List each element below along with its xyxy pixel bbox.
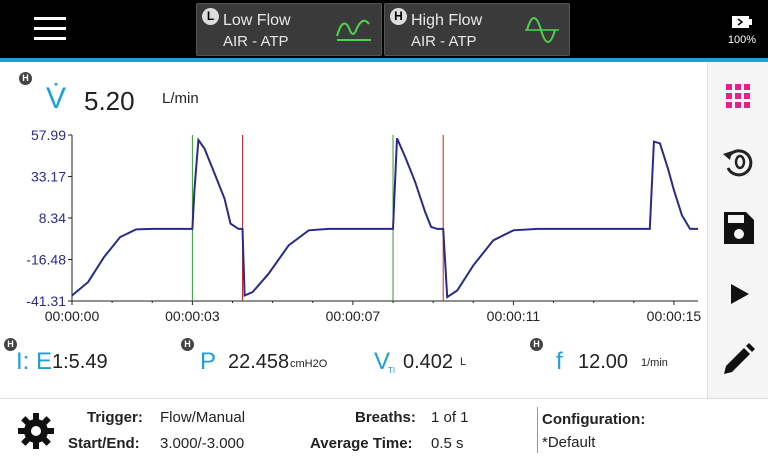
hamburger-menu-icon[interactable] bbox=[34, 17, 66, 41]
average-time-label: Average Time: bbox=[310, 435, 413, 452]
tab-high-flow[interactable]: H High Flow AIR - ATP bbox=[384, 3, 570, 56]
flow-value: 5.20 bbox=[84, 86, 135, 116]
configuration-value: *Default bbox=[542, 434, 596, 451]
grid-icon[interactable] bbox=[708, 70, 768, 120]
chart-y-tick-label: 57.99 bbox=[31, 127, 66, 143]
frequency-unit: 1/min bbox=[641, 357, 668, 369]
breaths-value: 1 of 1 bbox=[431, 409, 469, 426]
low-flow-subtitle: AIR - ATP bbox=[223, 33, 289, 50]
breaths-label: Breaths: bbox=[355, 409, 416, 426]
volume-value: 0.402 bbox=[403, 351, 454, 373]
high-flow-badge: H bbox=[390, 8, 407, 25]
volume-subscript: TI bbox=[388, 366, 396, 375]
chart-y-tick-label: -16.48 bbox=[26, 252, 66, 268]
pressure-symbol: P bbox=[200, 348, 217, 375]
flow-symbol: V̇ bbox=[46, 82, 67, 115]
chart-y-tick-label: 8.34 bbox=[39, 210, 66, 226]
battery-icon bbox=[732, 16, 752, 28]
frequency-value: 12.00 bbox=[578, 351, 629, 373]
save-icon[interactable] bbox=[708, 202, 768, 252]
battery-percent: 100% bbox=[727, 34, 757, 46]
play-icon[interactable] bbox=[708, 268, 768, 318]
ie-badge: H bbox=[4, 338, 17, 351]
high-flow-title: High Flow bbox=[411, 12, 483, 29]
flow-trace-line bbox=[71, 137, 698, 299]
start-end-label: Start/End: bbox=[68, 435, 140, 452]
pressure-badge: H bbox=[181, 338, 194, 351]
edit-icon[interactable] bbox=[708, 334, 768, 384]
volume-symbol: V bbox=[374, 348, 391, 375]
top-bar: L Low Flow AIR - ATP H High Flow AIR - A… bbox=[0, 0, 768, 58]
high-flow-wave-icon bbox=[525, 17, 559, 43]
configuration-label: Configuration: bbox=[542, 411, 646, 428]
settings-gear-icon[interactable] bbox=[16, 411, 56, 451]
chart-x-tick-label: 00:00:15 bbox=[647, 308, 702, 324]
low-flow-title: Low Flow bbox=[223, 12, 291, 29]
chart-x-tick-label: 00:00:03 bbox=[165, 308, 220, 324]
chart-x-tick-label: 00:00:00 bbox=[45, 308, 100, 324]
frequency-badge: H bbox=[530, 338, 543, 351]
chart-x-tick-label: 00:00:11 bbox=[487, 308, 541, 324]
chart-x-tick-label: 00:00:07 bbox=[326, 308, 381, 324]
accent-bar bbox=[0, 58, 768, 62]
average-time-value: 0.5 s bbox=[431, 435, 464, 452]
chart-y-tick-label: -41.31 bbox=[26, 293, 66, 309]
pressure-unit: cmH2O bbox=[290, 358, 328, 370]
low-flow-badge: L bbox=[202, 8, 219, 25]
chart-y-tick-label: 33.17 bbox=[31, 169, 66, 185]
footer-divider bbox=[537, 407, 538, 453]
action-sidebar bbox=[707, 62, 768, 398]
high-flow-subtitle: AIR - ATP bbox=[411, 33, 477, 50]
battery-status: 100% bbox=[720, 10, 764, 50]
tab-low-flow[interactable]: L Low Flow AIR - ATP bbox=[196, 3, 382, 56]
low-flow-wave-icon bbox=[336, 19, 371, 41]
frequency-symbol: f bbox=[556, 348, 563, 375]
ie-symbol: I: E bbox=[16, 348, 53, 375]
start-end-value: 3.000/-3.000 bbox=[160, 435, 245, 452]
status-footer: Trigger: Flow/Manual Start/End: 3.000/-3… bbox=[0, 398, 768, 461]
ie-value: 1:5.49 bbox=[52, 351, 108, 373]
reset-icon[interactable] bbox=[708, 136, 768, 186]
pressure-value: 22.458 bbox=[228, 351, 290, 373]
trigger-value: Flow/Manual bbox=[160, 409, 246, 426]
volume-unit: L bbox=[460, 356, 467, 368]
flow-unit: L/min bbox=[162, 90, 199, 107]
trigger-label: Trigger: bbox=[87, 409, 143, 426]
measurement-badge: H bbox=[19, 72, 32, 85]
